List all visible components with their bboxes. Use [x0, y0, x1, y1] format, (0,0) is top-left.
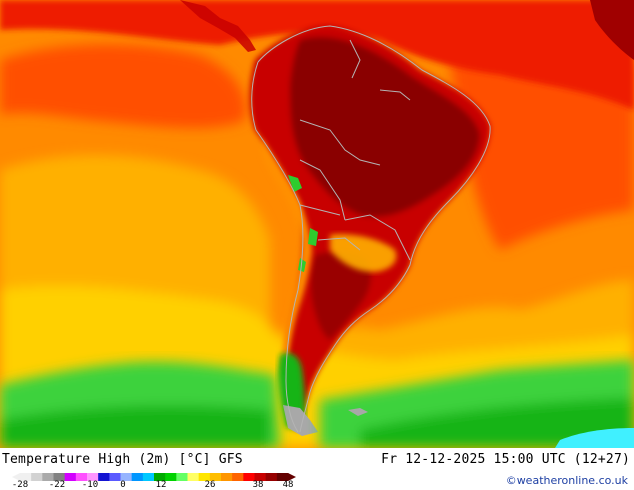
legend-tick: -22 [48, 480, 66, 490]
legend-color-cell [243, 473, 255, 481]
credit-link[interactable]: ©weatheronline.co.uk [505, 474, 628, 487]
legend-color-cell [109, 473, 121, 481]
legend-tick: 38 [252, 480, 264, 490]
tierra-del-fuego-gray [283, 405, 318, 436]
legend-color-cell [187, 473, 200, 481]
weather-map [0, 0, 634, 448]
legend-color-cell [131, 473, 144, 481]
temp-band-orange-red-atlantic [450, 54, 634, 250]
legend-color-cell [221, 473, 233, 481]
legend-tick: 48 [282, 480, 294, 490]
country-borders [251, 25, 491, 433]
legend-color-cell [87, 473, 99, 481]
legend-color-cell [42, 473, 54, 481]
legend-color-cell [53, 473, 66, 481]
temp-band-green-dark-south [0, 405, 270, 448]
argentina-hot-core [310, 251, 372, 340]
temp-band-green-dark-south-atlantic [360, 398, 634, 448]
legend-color-cell [64, 473, 77, 481]
africa-edge-land [590, 0, 634, 60]
temp-band-orange-red-pacific [0, 44, 246, 128]
central-america-land [180, 0, 256, 52]
legend-color-cell [254, 473, 267, 481]
map-title: Temperature High (2m) [°C] GFS [2, 452, 243, 467]
legend-color-cell [176, 473, 188, 481]
legend-color-cell [142, 473, 155, 481]
legend-color-cell [165, 473, 177, 481]
legend-color-cell [20, 473, 32, 481]
map-footer: Temperature High (2m) [°C] GFS Fr 12-12-… [0, 448, 634, 490]
legend-color-cell [276, 473, 289, 481]
legend-color-cell [198, 473, 211, 481]
temp-band-red-north [0, 0, 634, 110]
legend-tick: 0 [120, 480, 126, 490]
legend-color-cell [75, 473, 88, 481]
legend-color-cell [31, 473, 43, 481]
legend-color-cell [209, 473, 222, 481]
legend-tick: -10 [81, 480, 99, 490]
legend-color-cell [98, 473, 110, 481]
legend-color-cell [265, 473, 278, 481]
cold-cyan-patch [555, 428, 634, 448]
legend-tick: 12 [155, 480, 167, 490]
legend-tick: 26 [204, 480, 216, 490]
legend-color-cell [232, 473, 244, 481]
color-legend [12, 473, 296, 481]
legend-tick: -28 [11, 480, 29, 490]
legend-arrow-low [12, 473, 20, 481]
legend-arrow-high [288, 473, 296, 481]
amazon-hot-core [290, 36, 480, 217]
legend-color-cell [120, 473, 133, 481]
legend-color-cell [154, 473, 166, 481]
forecast-run-time: Fr 12-12-2025 15:00 UTC (12+27) [381, 452, 630, 467]
la-plata-warm [330, 234, 397, 272]
falkland-islands [348, 408, 368, 416]
